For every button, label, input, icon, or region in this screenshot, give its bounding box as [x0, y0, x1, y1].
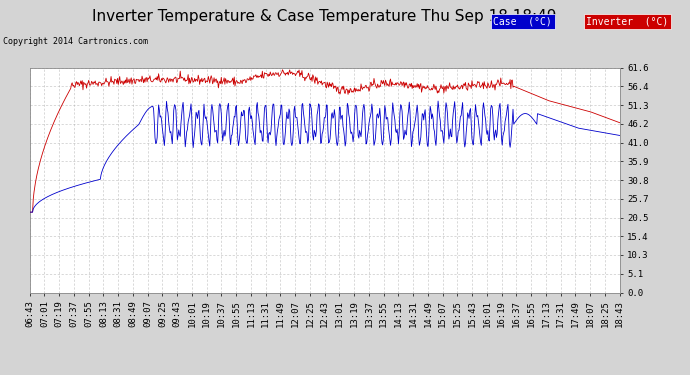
- Text: Inverter Temperature & Case Temperature Thu Sep 18 18:49: Inverter Temperature & Case Temperature …: [92, 9, 557, 24]
- Text: Case  (°C): Case (°C): [493, 17, 552, 27]
- Text: Inverter  (°C): Inverter (°C): [586, 17, 669, 27]
- Text: Copyright 2014 Cartronics.com: Copyright 2014 Cartronics.com: [3, 38, 148, 46]
